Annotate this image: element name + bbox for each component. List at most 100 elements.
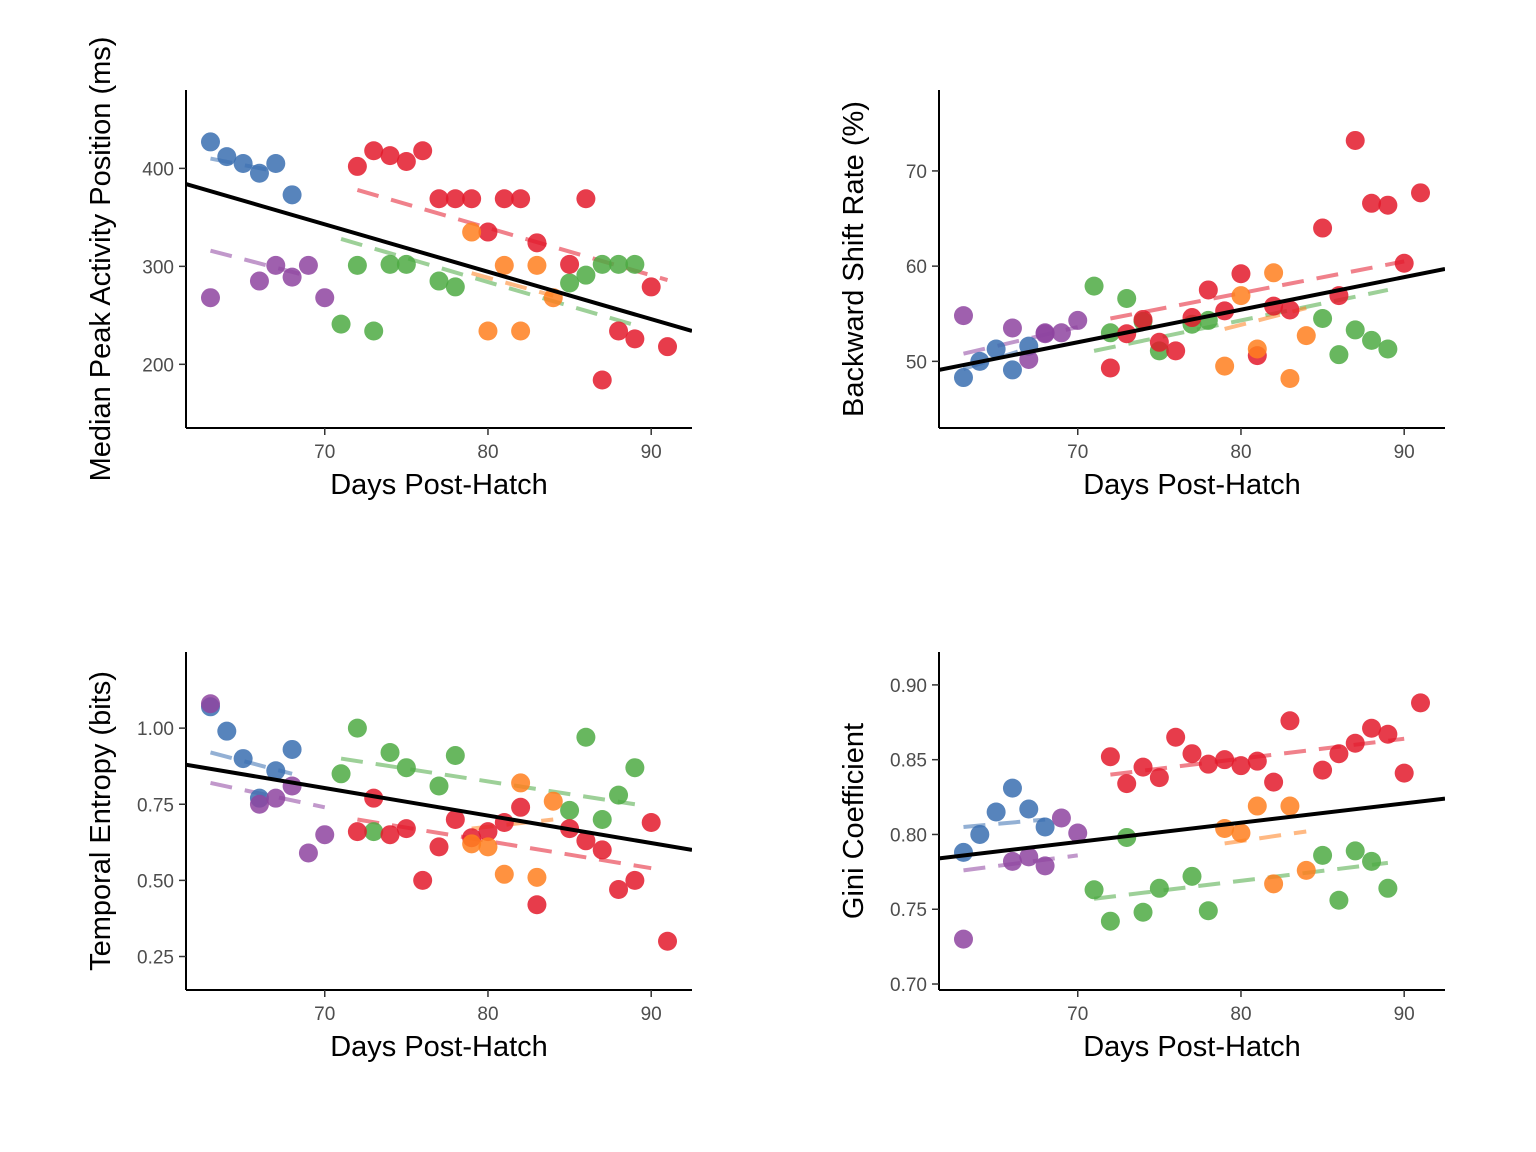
data-point-orange [511,321,531,341]
data-point-red [1329,744,1349,764]
data-point-green [380,742,400,762]
data-point-red [658,931,678,951]
data-point-green [1313,845,1333,865]
data-point-red [658,337,678,357]
data-point-blue [986,802,1006,822]
data-point-red [1313,760,1333,780]
y-tick-label: 1.00 [137,719,174,740]
data-point-orange [1280,796,1300,816]
data-point-green [347,255,367,275]
data-point-purple [1002,851,1022,871]
data-point-orange [478,321,498,341]
y-axis-title: Median Peak Activity Position (ms) [85,37,117,482]
data-point-purple [1002,318,1022,338]
data-point-purple [315,825,335,845]
x-tick-label: 70 [314,1004,335,1025]
y-axis-title: Temporal Entropy (bits) [85,671,117,971]
data-point-red [347,822,367,842]
y-tick-label: 400 [142,159,174,180]
data-point-purple [249,794,269,814]
data-point-red [429,189,449,209]
group-fit-line-red [1110,259,1405,321]
data-point-red [396,152,416,172]
x-tick-label: 80 [1230,1004,1251,1025]
data-point-green [592,254,612,274]
data-point-red [1345,733,1365,753]
data-point-purple [200,694,220,714]
data-point-blue [217,147,237,167]
data-point-orange [1296,326,1316,346]
y-tick-label: 70 [906,162,927,183]
panel-1: 70 80 90 200 300 400 Days Post-Hatch Median Pea… [85,37,692,501]
data-point-red [1166,727,1186,747]
data-point-red [1182,744,1202,764]
y-tick-label: 0.50 [137,871,174,892]
x-tick-label: 70 [1067,442,1088,463]
data-point-red [560,254,580,274]
data-point-green [1329,890,1349,910]
y-tick-label: 0.70 [890,975,927,996]
x-axis-title: Days Post-Hatch [330,1031,548,1063]
data-point-green [560,273,580,293]
data-point-red [1394,253,1414,273]
data-point-red [1411,183,1431,203]
data-point-green [364,822,384,842]
data-point-orange [494,255,514,275]
data-point-blue [953,368,973,388]
data-point-blue [282,739,302,759]
group-fit-line-blue [963,817,1046,829]
data-point-orange [1264,263,1284,283]
x-axis-title: Days Post-Hatch [1083,469,1301,501]
data-point-green [1329,345,1349,365]
data-point-green [625,254,645,274]
data-point-purple [282,776,302,796]
data-point-green [429,776,449,796]
data-point-blue [282,185,302,205]
data-point-red [494,189,514,209]
data-point-green [1378,878,1398,898]
data-point-green [609,254,629,274]
data-point-red [1247,751,1267,771]
data-point-purple [953,306,973,326]
data-point-purple [298,255,318,275]
x-axis-title: Days Post-Hatch [1083,1031,1301,1063]
data-point-green [1182,866,1202,886]
x-tick-label: 80 [477,1004,498,1025]
data-point-red [1100,358,1120,378]
data-point-red [641,813,661,833]
data-point-blue [986,339,1006,359]
data-point-purple [249,271,269,291]
data-point-red [511,797,531,817]
y-axis-title: Backward Shift Rate (%) [838,101,870,417]
group-fit-line-red [356,188,669,282]
data-point-purple [1019,847,1039,867]
data-point-red [641,277,661,297]
data-point-blue [233,749,253,769]
data-point-red [1411,693,1431,713]
data-point-green [347,718,367,738]
data-point-red [429,837,449,857]
data-point-green [1133,902,1153,922]
data-point-blue [266,761,286,781]
data-point-red [413,870,433,890]
data-point-purple [1035,856,1055,876]
group-fit-line-green [340,236,636,328]
data-point-red [445,809,465,829]
group-fit-line-purple [963,325,1079,356]
data-point-red [1378,195,1398,215]
data-point-orange [1280,368,1300,388]
y-axis-title: Gini Coefficient [838,723,870,919]
y-tick-label: 0.75 [137,795,174,816]
data-point-red [527,233,547,253]
data-point-red [445,189,465,209]
data-point-purple [1051,323,1071,343]
data-point-red [396,819,416,839]
data-point-green [1313,309,1333,329]
overall-fit-line [939,796,1445,861]
data-point-green [1362,851,1382,871]
group-fit-line-orange [471,271,554,298]
data-point-green [1362,330,1382,350]
data-point-blue [266,153,286,173]
data-point-red [1394,763,1414,783]
x-tick-label: 70 [314,442,335,463]
